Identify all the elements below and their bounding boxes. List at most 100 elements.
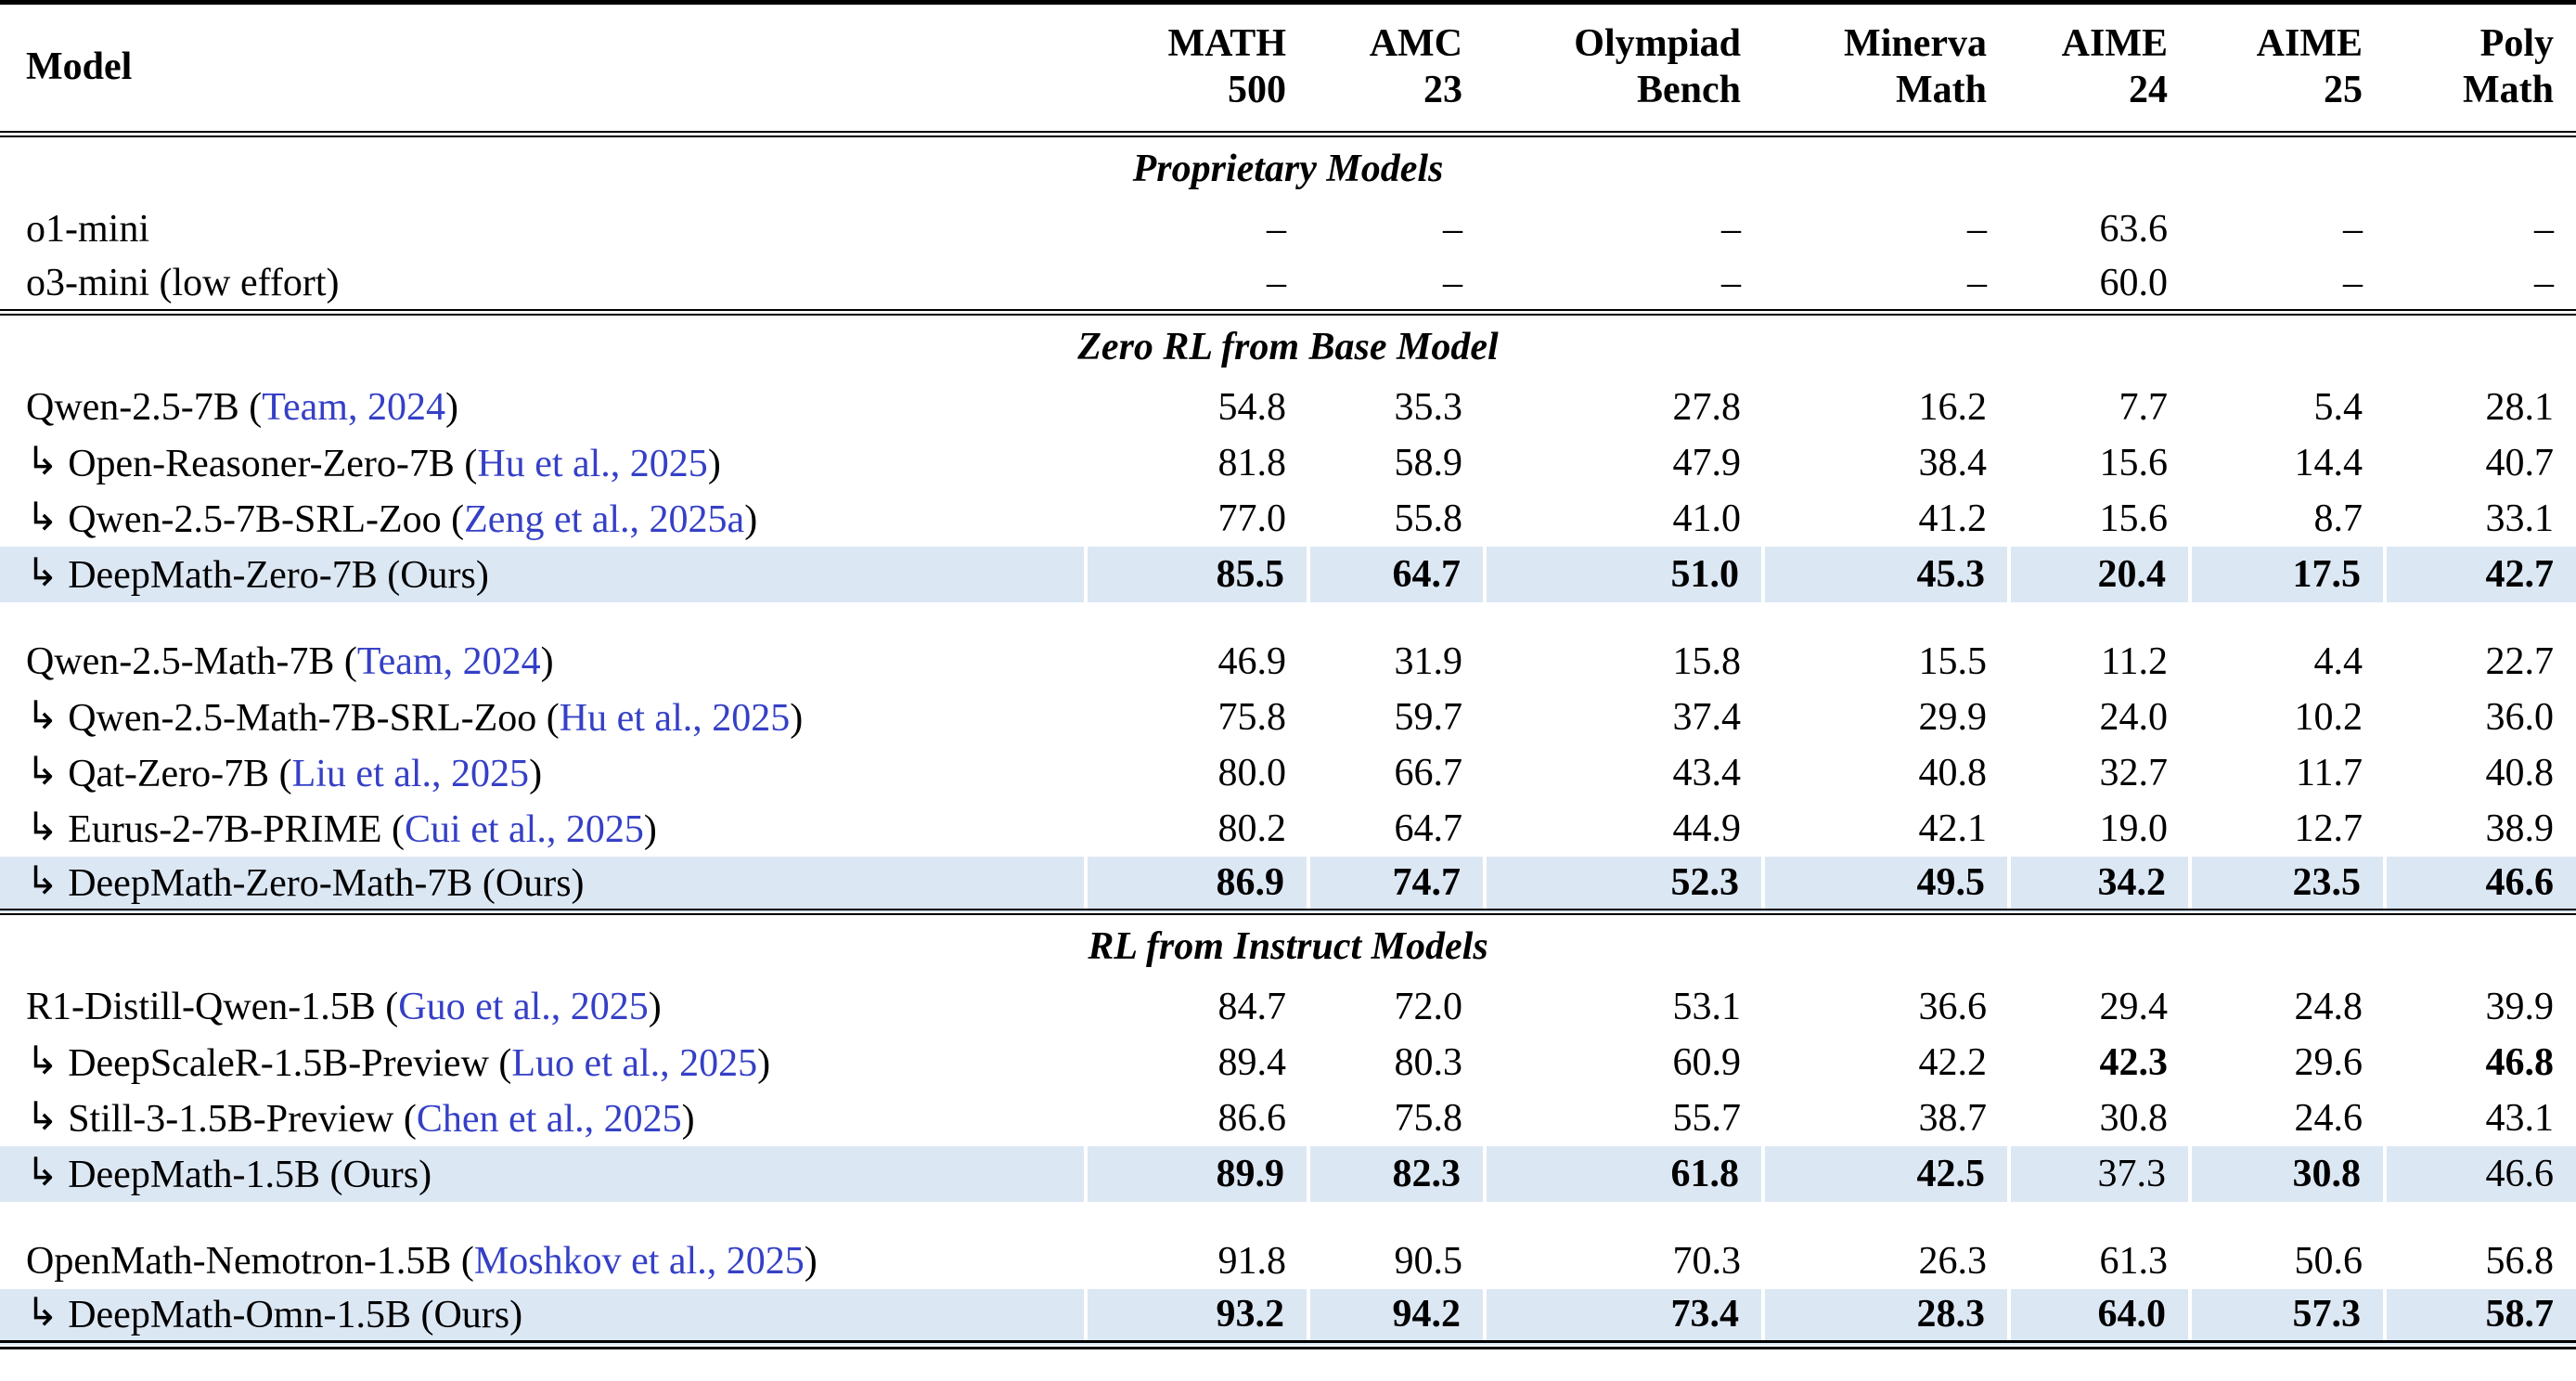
model-cell: o3-mini (low effort) [0, 257, 1086, 313]
model-name: Qat-Zero-7B ( [68, 752, 292, 795]
model-cell: R1-Distill-Qwen-1.5B (Guo et al., 2025) [0, 979, 1086, 1035]
model-name: DeepScaleR-1.5B-Preview ( [68, 1041, 512, 1085]
value-cell: 29.4 [2099, 985, 2169, 1028]
citation-close-paren: ) [444, 385, 458, 429]
citation-link[interactable]: Luo et al., 2025 [511, 1041, 758, 1085]
value-cell: 32.7 [2099, 751, 2169, 794]
value-cell: 82.3 [1307, 1145, 1485, 1202]
citation-close-paren: ) [540, 639, 554, 683]
model-name: R1-Distill-Qwen-1.5B ( [26, 985, 399, 1028]
citation-link[interactable]: Team, 2024 [356, 639, 541, 683]
value-cell: 47.9 [1672, 441, 1742, 484]
value-cell: 39.9 [2485, 985, 2555, 1028]
citation-link[interactable]: Team, 2024 [262, 385, 445, 429]
value-cell: – [2343, 207, 2363, 251]
value-cell: 35.3 [1394, 385, 1463, 429]
column-header-aime-24: AIME 24 [2009, 2, 2190, 137]
value-cell: – [2534, 261, 2554, 304]
citation-link[interactable]: Hu et al., 2025 [477, 442, 708, 485]
column-header-line: Poly [2479, 22, 2554, 66]
column-header-line: 25 [2324, 69, 2363, 111]
section-header-row: Zero RL from Base Model [0, 309, 2576, 380]
value-cell: 49.5 [1761, 856, 2009, 912]
citation-link[interactable]: Guo et al., 2025 [398, 985, 649, 1028]
value-cell: 91.8 [1217, 1239, 1287, 1283]
value-cell: 73.4 [1483, 1288, 1763, 1345]
citation-link[interactable]: Hu et al., 2025 [559, 696, 791, 740]
citation-link[interactable]: Chen et al., 2025 [416, 1097, 682, 1141]
value-cell: 24.6 [2294, 1096, 2363, 1140]
value-cell: – [1443, 207, 1462, 251]
value-cell: – [2343, 261, 2363, 304]
value-cell: 33.1 [2485, 497, 2555, 540]
value-cell: – [1967, 207, 1987, 251]
subentry-arrow-icon: ↳ [26, 859, 59, 903]
value-cell: 29.9 [1918, 695, 1988, 739]
model-row: ↳ Qwen-2.5-Math-7B-SRL-Zoo (Hu et al., 20… [0, 690, 2576, 745]
model-cell: ↳ Qat-Zero-7B (Liu et al., 2025) [0, 745, 1086, 801]
value-cell: 45.3 [1761, 546, 2009, 602]
value-cell: 77.0 [1217, 497, 1287, 540]
citation-close-paren: ) [744, 497, 758, 541]
table-header-row: Model MATH 500 AMC 23 Olympiad Bench Min… [0, 2, 2576, 137]
model-name: Qwen-2.5-7B ( [26, 385, 263, 429]
value-cell: 26.3 [1918, 1239, 1988, 1283]
section-header-row: Proprietary Models [0, 135, 2576, 201]
model-name: o3-mini (low effort) [26, 261, 340, 304]
subentry-arrow-icon: ↳ [26, 551, 59, 595]
value-cell: 14.4 [2294, 441, 2363, 484]
value-cell: 54.8 [1217, 385, 1287, 429]
model-row: ↳ Qwen-2.5-7B-SRL-Zoo (Zeng et al., 2025a… [0, 491, 2576, 547]
model-name: Open-Reasoner-Zero-7B ( [68, 442, 478, 485]
value-cell: 57.3 [2188, 1288, 2385, 1345]
column-header-model: Model [0, 2, 1086, 137]
group-spacer [0, 1202, 2576, 1233]
value-cell: 84.7 [1217, 985, 1287, 1028]
model-cell: ↳ DeepMath-Zero-7B (Ours) [0, 546, 1086, 602]
column-header-line: AIME [2061, 22, 2168, 66]
value-cell: 42.2 [1918, 1040, 1988, 1084]
value-cell: 86.6 [1217, 1096, 1287, 1140]
value-cell: 75.8 [1217, 695, 1287, 739]
value-cell: 7.7 [2119, 385, 2169, 429]
value-cell: 24.0 [2099, 695, 2169, 739]
model-cell: ↳ DeepMath-Zero-Math-7B (Ours) [0, 856, 1086, 912]
column-header-math-500: MATH 500 [1086, 2, 1308, 137]
model-name: OpenMath-Nemotron-1.5B ( [26, 1239, 474, 1283]
value-cell: 61.3 [2099, 1239, 2169, 1283]
value-cell: 8.7 [2313, 497, 2363, 540]
value-cell: 38.7 [1918, 1096, 1988, 1140]
value-cell: 22.7 [2485, 639, 2555, 683]
model-cell: o1-mini [0, 201, 1086, 257]
citation-link[interactable]: Zeng et al., 2025a [464, 497, 745, 541]
value-cell: 55.8 [1394, 497, 1463, 540]
value-cell: 64.7 [1307, 546, 1485, 602]
model-cell: ↳ Open-Reasoner-Zero-7B (Hu et al., 2025) [0, 435, 1086, 491]
column-header-line: Bench [1636, 69, 1741, 111]
value-cell: – [1443, 261, 1462, 304]
value-cell: – [1967, 261, 1987, 304]
value-cell: 15.6 [2099, 441, 2169, 484]
citation-link[interactable]: Moshkov et al., 2025 [473, 1239, 805, 1283]
model-cell: ↳ DeepScaleR-1.5B-Preview (Luo et al., 20… [0, 1035, 1086, 1091]
citation-close-paren: ) [804, 1239, 818, 1283]
value-cell: 16.2 [1918, 385, 1988, 429]
citation-link[interactable]: Liu et al., 2025 [291, 752, 530, 795]
model-name: DeepMath-Zero-7B (Ours) [68, 553, 489, 597]
model-row: ↳ Qat-Zero-7B (Liu et al., 2025) 80.0 66.7 4… [0, 745, 2576, 801]
model-cell: Qwen-2.5-7B (Team, 2024) [0, 380, 1086, 435]
citation-link[interactable]: Cui et al., 2025 [405, 807, 644, 851]
value-cell: 23.5 [2188, 856, 2385, 912]
section-title: Proprietary Models [1132, 148, 1444, 191]
value-cell: – [1721, 261, 1741, 304]
value-cell: 60.9 [1672, 1040, 1742, 1084]
section-title: RL from Instruct Models [0, 909, 2576, 979]
column-header-minerva-math: Minerva Math [1763, 2, 2009, 137]
column-header-aime-25: AIME 25 [2190, 2, 2385, 137]
column-header-line: 500 [1228, 69, 1286, 111]
ours-model-row: ↳ DeepMath-Omn-1.5B (Ours) 93.2 94.2 73.4 28.… [0, 1288, 2576, 1345]
value-cell: 80.2 [1217, 807, 1287, 850]
subentry-arrow-icon: ↳ [26, 750, 59, 794]
value-cell: 80.0 [1217, 751, 1287, 794]
value-cell: 17.5 [2188, 546, 2385, 602]
